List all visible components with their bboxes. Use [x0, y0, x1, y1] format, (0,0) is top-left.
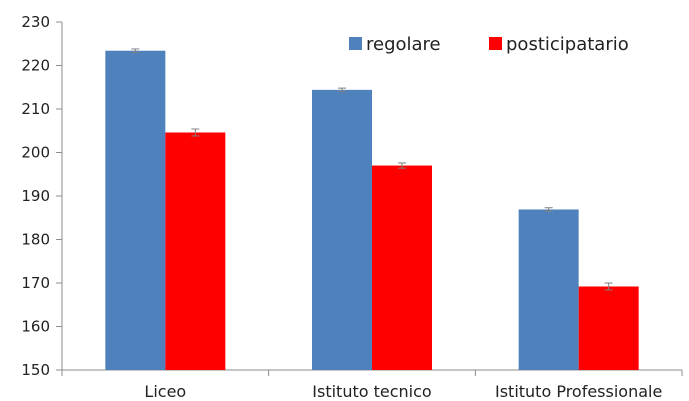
- y-tick-label: 220: [21, 57, 50, 75]
- y-tick-label: 180: [21, 231, 50, 249]
- y-tick-label: 210: [21, 100, 50, 118]
- bars: [105, 50, 639, 371]
- y-tick-label: 160: [21, 318, 50, 336]
- y-tick-label: 230: [21, 13, 50, 31]
- error-bars: [131, 48, 613, 291]
- x-tick-label: Istituto tecnico: [312, 382, 431, 401]
- y-tick-label: 200: [21, 144, 50, 162]
- bar-posticipatario: [578, 286, 639, 370]
- x-tick-label: Liceo: [144, 382, 186, 401]
- bar-regolare: [105, 50, 166, 371]
- y-tick-label: 150: [21, 361, 50, 379]
- bar-posticipatario: [165, 132, 226, 370]
- bar-posticipatario: [372, 165, 432, 370]
- bar-regolare: [518, 209, 579, 370]
- bar-regolare: [312, 89, 372, 371]
- legend: regolare posticipatario: [349, 34, 629, 55]
- y-tick-label: 190: [21, 187, 50, 205]
- legend-label-posticipatario: posticipatario: [506, 34, 629, 55]
- y-tick-label: 170: [21, 274, 50, 292]
- legend-swatch-posticipatario: [489, 37, 502, 50]
- tick-labels: 150 160 170 180 190 200 210 220 230 Liceo Istituto…: [21, 13, 662, 401]
- legend-label-regolare: regolare: [366, 34, 441, 55]
- legend-swatch-regolare: [349, 37, 362, 50]
- x-tick-label: Istituto Professionale: [495, 382, 662, 401]
